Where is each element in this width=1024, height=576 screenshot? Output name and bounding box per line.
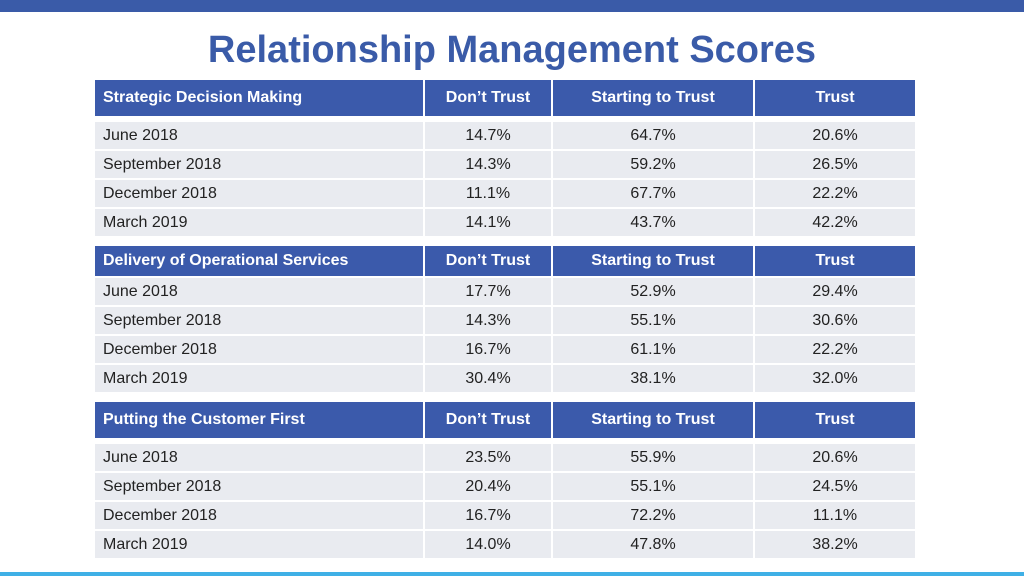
- table-row: June 2018 23.5% 55.9% 20.6%: [93, 442, 917, 473]
- row-period: March 2019: [93, 207, 425, 238]
- row-period: September 2018: [93, 149, 425, 180]
- cell-dont-trust: 23.5%: [423, 442, 553, 473]
- table-row: December 2018 16.7% 72.2% 11.1%: [93, 500, 917, 531]
- cell-dont-trust: 16.7%: [423, 500, 553, 531]
- row-period: June 2018: [93, 276, 425, 307]
- cell-dont-trust: 14.0%: [423, 529, 553, 560]
- row-period: March 2019: [93, 529, 425, 560]
- cell-trust: 42.2%: [753, 207, 917, 238]
- cell-starting-to-trust: 64.7%: [551, 120, 755, 151]
- table-header-row: Delivery of Operational Services Don’t T…: [93, 244, 917, 278]
- cell-trust: 24.5%: [753, 471, 917, 502]
- cell-starting-to-trust: 59.2%: [551, 149, 755, 180]
- cell-starting-to-trust: 55.1%: [551, 305, 755, 336]
- column-header-trust: Trust: [753, 78, 917, 118]
- cell-starting-to-trust: 55.1%: [551, 471, 755, 502]
- cell-dont-trust: 16.7%: [423, 334, 553, 365]
- table-row: March 2019 14.1% 43.7% 42.2%: [93, 207, 917, 238]
- table-header-row: Strategic Decision Making Don’t Trust St…: [93, 78, 917, 118]
- cell-trust: 32.0%: [753, 363, 917, 394]
- cell-trust: 30.6%: [753, 305, 917, 336]
- row-period: December 2018: [93, 500, 425, 531]
- cell-trust: 20.6%: [753, 120, 917, 151]
- cell-trust: 22.2%: [753, 178, 917, 209]
- table-row: December 2018 11.1% 67.7% 22.2%: [93, 178, 917, 209]
- cell-trust: 26.5%: [753, 149, 917, 180]
- score-table-delivery-of-operational-services: Delivery of Operational Services Don’t T…: [93, 244, 917, 394]
- row-period: March 2019: [93, 363, 425, 394]
- cell-dont-trust: 11.1%: [423, 178, 553, 209]
- table-row: September 2018 20.4% 55.1% 24.5%: [93, 471, 917, 502]
- cell-starting-to-trust: 72.2%: [551, 500, 755, 531]
- score-table-strategic-decision-making: Strategic Decision Making Don’t Trust St…: [93, 78, 917, 238]
- cell-dont-trust: 30.4%: [423, 363, 553, 394]
- row-period: September 2018: [93, 471, 425, 502]
- table-row: March 2019 30.4% 38.1% 32.0%: [93, 363, 917, 394]
- cell-starting-to-trust: 47.8%: [551, 529, 755, 560]
- table-row: June 2018 14.7% 64.7% 20.6%: [93, 120, 917, 151]
- cell-trust: 29.4%: [753, 276, 917, 307]
- cell-trust: 11.1%: [753, 500, 917, 531]
- cell-starting-to-trust: 43.7%: [551, 207, 755, 238]
- cell-dont-trust: 14.7%: [423, 120, 553, 151]
- score-table-putting-the-customer-first: Putting the Customer First Don’t Trust S…: [93, 400, 917, 560]
- row-period: September 2018: [93, 305, 425, 336]
- top-accent-bar: [0, 0, 1024, 12]
- column-header-starting-to-trust: Starting to Trust: [551, 400, 755, 440]
- column-header-starting-to-trust: Starting to Trust: [551, 78, 755, 118]
- cell-trust: 22.2%: [753, 334, 917, 365]
- table-category-header: Delivery of Operational Services: [93, 244, 425, 278]
- column-header-dont-trust: Don’t Trust: [423, 78, 553, 118]
- table-category-header: Strategic Decision Making: [93, 78, 425, 118]
- cell-dont-trust: 20.4%: [423, 471, 553, 502]
- bottom-accent-bar: [0, 572, 1024, 576]
- cell-dont-trust: 14.3%: [423, 149, 553, 180]
- cell-dont-trust: 17.7%: [423, 276, 553, 307]
- cell-dont-trust: 14.3%: [423, 305, 553, 336]
- row-period: June 2018: [93, 442, 425, 473]
- table-row: June 2018 17.7% 52.9% 29.4%: [93, 276, 917, 307]
- row-period: December 2018: [93, 334, 425, 365]
- table-row: December 2018 16.7% 61.1% 22.2%: [93, 334, 917, 365]
- table-category-header: Putting the Customer First: [93, 400, 425, 440]
- cell-starting-to-trust: 55.9%: [551, 442, 755, 473]
- table-row: March 2019 14.0% 47.8% 38.2%: [93, 529, 917, 560]
- row-period: June 2018: [93, 120, 425, 151]
- page-title: Relationship Management Scores: [207, 29, 817, 71]
- cell-dont-trust: 14.1%: [423, 207, 553, 238]
- cell-starting-to-trust: 61.1%: [551, 334, 755, 365]
- table-row: September 2018 14.3% 59.2% 26.5%: [93, 149, 917, 180]
- cell-starting-to-trust: 52.9%: [551, 276, 755, 307]
- table-header-row: Putting the Customer First Don’t Trust S…: [93, 400, 917, 440]
- cell-starting-to-trust: 67.7%: [551, 178, 755, 209]
- column-header-dont-trust: Don’t Trust: [423, 244, 553, 278]
- column-header-dont-trust: Don’t Trust: [423, 400, 553, 440]
- column-header-starting-to-trust: Starting to Trust: [551, 244, 755, 278]
- column-header-trust: Trust: [753, 244, 917, 278]
- cell-trust: 20.6%: [753, 442, 917, 473]
- table-row: September 2018 14.3% 55.1% 30.6%: [93, 305, 917, 336]
- row-period: December 2018: [93, 178, 425, 209]
- score-tables: Strategic Decision Making Don’t Trust St…: [93, 78, 917, 560]
- cell-trust: 38.2%: [753, 529, 917, 560]
- column-header-trust: Trust: [753, 400, 917, 440]
- cell-starting-to-trust: 38.1%: [551, 363, 755, 394]
